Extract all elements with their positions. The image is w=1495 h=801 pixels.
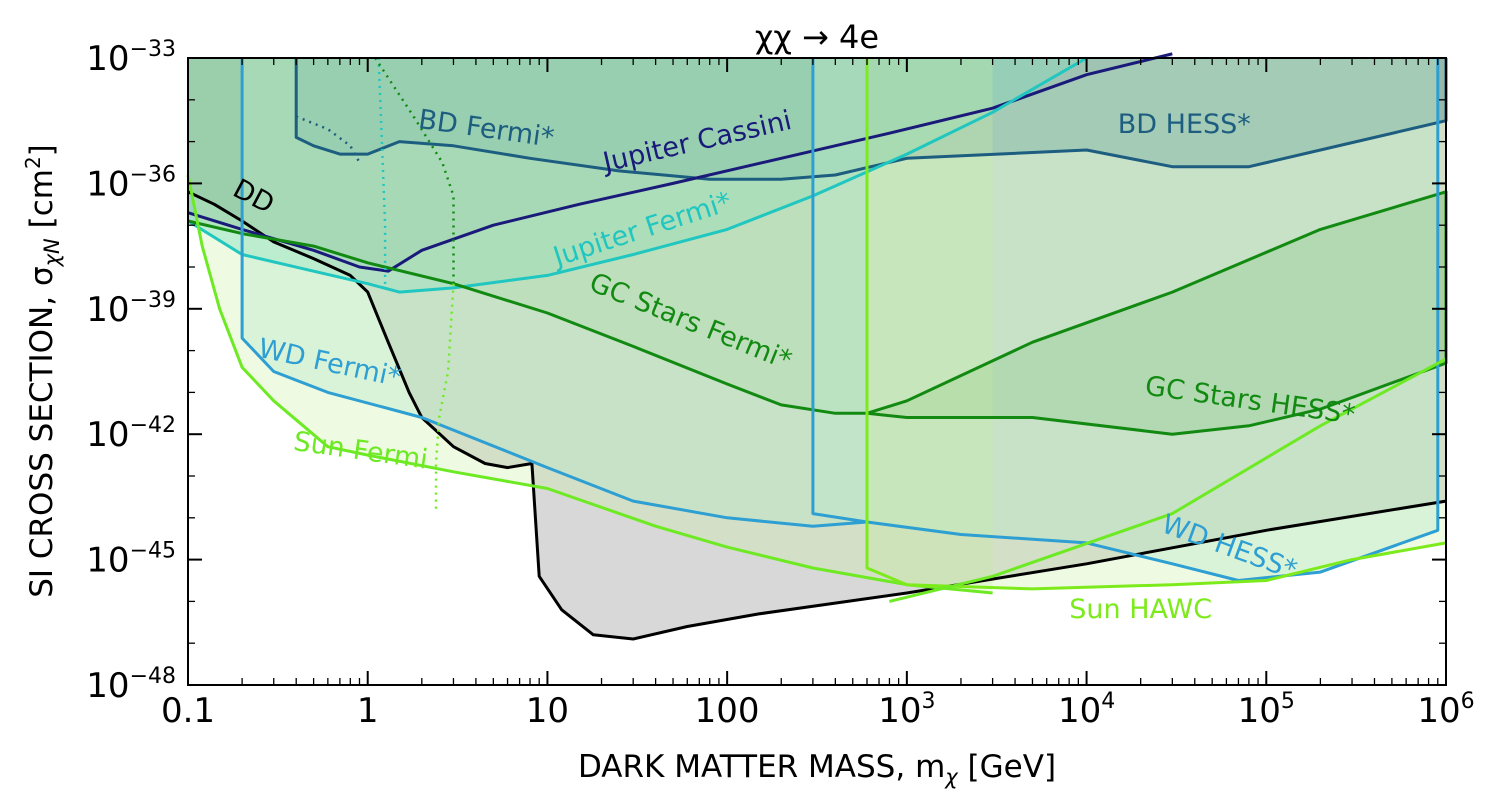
y-tick-label-exponent: −48 <box>130 664 176 689</box>
label-sun-hawc: Sun HAWC <box>1069 594 1212 625</box>
axis-ticks <box>187 57 1446 686</box>
line-sun-fermi-high-mass <box>889 357 1447 603</box>
y-tick-label-exponent: −36 <box>130 162 176 187</box>
x-axis-title-unit: [GeV] <box>958 749 1056 785</box>
x-tick-label-base: 10 <box>1417 691 1460 731</box>
y-axis-title-close: ] <box>24 144 60 156</box>
y-tick-label: 10−36 <box>86 162 176 204</box>
y-tick-label-exponent: −45 <box>130 539 176 564</box>
x-tick-label-exponent: 6 <box>1461 689 1475 714</box>
x-tick-label: 106 <box>1417 689 1474 731</box>
x-tick-label-base: 10 <box>1058 691 1101 731</box>
fill-sun-hawc <box>867 58 1446 589</box>
y-tick-label: 10−39 <box>86 288 176 330</box>
line-wd-hess <box>811 58 1440 582</box>
dotted-line-1 <box>295 115 361 164</box>
x-tick-labels: 0.1 1 10 100 103 104 105 106 <box>161 689 1475 731</box>
x-axis-title-main: DARK MATTER MASS, m <box>578 749 945 785</box>
y-tick-label-base: 10 <box>86 290 129 330</box>
fill-jupiter-cassini <box>188 53 1173 272</box>
fill-jupiter-fermi <box>188 58 1087 293</box>
fill-bd-fermi <box>296 58 1447 180</box>
chart-title: χχ → 4e <box>755 18 879 56</box>
fill-dd <box>188 58 1446 639</box>
fill-gc-stars-fermi <box>188 58 867 414</box>
plot-frame <box>187 57 1447 686</box>
x-tick-label: 0.1 <box>161 691 215 731</box>
x-tick-label-exponent: 4 <box>1101 689 1115 714</box>
y-axis-title-sub: χN <box>40 238 64 267</box>
x-tick-label-exponent: 5 <box>1281 689 1295 714</box>
y-tick-label-base: 10 <box>86 541 129 581</box>
line-wd-fermi <box>240 58 868 528</box>
y-tick-label: 10−48 <box>86 664 176 706</box>
y-tick-label-exponent: −33 <box>130 37 176 62</box>
x-tick-label-base: 1 <box>357 691 379 731</box>
y-tick-label-exponent: −39 <box>130 288 176 313</box>
x-tick-label-exponent: 3 <box>922 689 936 714</box>
x-tick-label: 10 <box>526 691 569 731</box>
y-axis-title-sup: 2 <box>21 156 45 169</box>
line-dd <box>187 190 1447 641</box>
y-tick-label-exponent: −42 <box>130 413 176 438</box>
x-tick-label-base: 100 <box>695 691 760 731</box>
line-sun-hawc <box>865 58 1447 591</box>
line-bd-fermi <box>294 58 1448 181</box>
x-tick-label: 1 <box>357 691 379 731</box>
x-tick-label: 105 <box>1238 689 1295 731</box>
y-tick-label-base: 10 <box>86 164 129 204</box>
y-axis-title-main: SI CROSS SECTION, σ <box>24 266 60 597</box>
x-axis-title: DARK MATTER MASS, mχ [GeV] <box>578 749 1056 789</box>
y-tick-label: 10−33 <box>86 37 176 79</box>
line-jupiter-cassini <box>187 52 1173 273</box>
dotted-line-4 <box>434 283 455 510</box>
x-tick-label: 103 <box>878 689 935 731</box>
x-tick-label-base: 10 <box>1238 691 1281 731</box>
x-tick-label-base: 10 <box>878 691 921 731</box>
line-sun-fermi <box>186 174 993 595</box>
line-jupiter-fermi <box>187 56 1088 294</box>
y-tick-label-base: 10 <box>86 39 129 79</box>
series-lines <box>186 52 1448 641</box>
x-tick-label-base: 0.1 <box>161 691 215 731</box>
y-axis-title-unit: [cm <box>24 169 60 238</box>
line-gc-stars-fermi <box>187 219 867 415</box>
fill-gc-stars-hess <box>867 58 1446 435</box>
x-tick-label-base: 10 <box>526 691 569 731</box>
label-bd-hess: BD HESS* <box>1118 109 1251 140</box>
y-tick-label: 10−45 <box>86 539 176 581</box>
x-tick-label: 100 <box>695 691 760 731</box>
y-tick-label: 10−42 <box>86 413 176 455</box>
y-axis-title: SI CROSS SECTION, σχN [cm2] <box>21 144 64 598</box>
y-tick-label-base: 10 <box>86 666 129 706</box>
dotted-lines <box>295 57 455 510</box>
y-tick-label-base: 10 <box>86 415 129 455</box>
x-tick-label: 104 <box>1058 689 1115 731</box>
x-axis-title-sub: χ <box>944 765 959 789</box>
